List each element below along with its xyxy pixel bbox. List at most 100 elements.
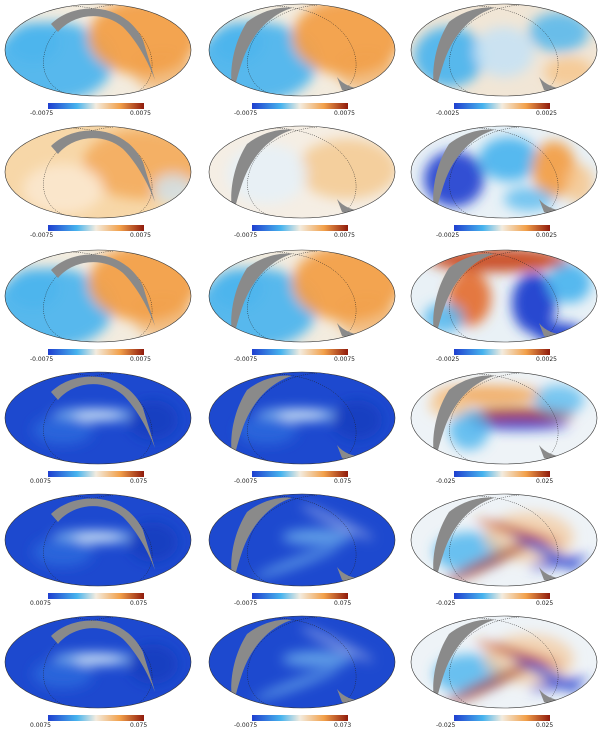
colorbar-max-label: 0.073 — [334, 722, 352, 729]
colorbar-max-label: 0.0075 — [130, 356, 151, 363]
map-panel: 0.0075 0.075 — [0, 490, 200, 610]
map-feature — [529, 677, 589, 691]
scan-curve — [261, 373, 357, 464]
scan-curve — [261, 495, 357, 586]
map-feature — [73, 534, 123, 540]
mollweide-map — [410, 615, 598, 709]
scan-curve — [247, 616, 318, 708]
scan-curve — [449, 494, 520, 586]
map-feature — [529, 555, 589, 569]
colorbar-min-label: -0.0075 — [234, 356, 258, 363]
colorbar — [48, 593, 144, 599]
scan-curve — [261, 251, 357, 342]
map-feature — [282, 529, 352, 545]
map-panel: -0.0075 0.0075 — [0, 246, 200, 366]
galactic-mask — [51, 254, 155, 326]
map-panel: -0.0075 0.075 — [204, 368, 404, 488]
colorbar-max-label: 0.025 — [536, 722, 554, 729]
colorbar-min-label: 0.0075 — [30, 600, 51, 607]
scan-curve — [57, 617, 153, 708]
mollweide-map — [208, 371, 396, 465]
colorbar — [48, 225, 144, 231]
colorbar — [48, 103, 144, 109]
scan-curve — [247, 250, 318, 342]
scan-curve — [463, 5, 559, 96]
colorbar-max-label: 0.0075 — [130, 110, 151, 117]
map-feature — [282, 651, 352, 667]
map-feature — [73, 656, 123, 662]
map-outline — [410, 3, 598, 97]
map-panel: -0.0075 0.0075 — [0, 0, 200, 120]
map-feature — [133, 298, 191, 338]
colorbar-min-label: -0.025 — [436, 600, 456, 607]
colorbar-gradient — [454, 471, 550, 477]
scan-curve — [449, 126, 520, 218]
mollweide-map — [208, 3, 396, 97]
scan-curve — [247, 372, 318, 464]
map-outline — [410, 615, 598, 709]
scan-curve — [449, 616, 520, 708]
galactic-mask — [51, 498, 155, 570]
map-feature — [529, 12, 589, 52]
map-outline — [208, 493, 396, 587]
scan-curve — [463, 251, 559, 342]
map-feature — [133, 52, 191, 92]
colorbar-gradient — [454, 225, 550, 231]
colorbar-max-label: 0.0075 — [334, 356, 355, 363]
map-feature — [443, 540, 535, 584]
mollweide-map — [410, 125, 598, 219]
mollweide-map — [208, 249, 396, 343]
scan-curve — [463, 495, 559, 586]
scan-curve — [57, 495, 153, 586]
colorbar — [454, 349, 550, 355]
map-feature — [534, 385, 584, 415]
mollweide-map — [208, 493, 396, 587]
colorbar-gradient — [252, 349, 348, 355]
scan-curve — [449, 372, 520, 464]
colorbar — [454, 471, 550, 477]
map-outline — [4, 371, 192, 465]
scan-curve — [261, 5, 357, 96]
colorbar-gradient — [252, 103, 348, 109]
colorbar-min-label: -0.025 — [436, 722, 456, 729]
colorbar-max-label: 0.0075 — [334, 110, 355, 117]
colorbar-gradient — [48, 715, 144, 721]
map-panel: -0.025 0.025 — [406, 490, 600, 610]
scan-curve — [57, 5, 153, 96]
colorbar — [252, 593, 348, 599]
colorbar-max-label: 0.075 — [130, 600, 148, 607]
scan-curve — [261, 617, 357, 708]
colorbar — [252, 349, 348, 355]
scan-curve — [247, 4, 318, 96]
colorbar-gradient — [252, 225, 348, 231]
map-panel: -0.0075 0.075 — [204, 490, 404, 610]
mollweide-map — [4, 371, 192, 465]
map-feature — [300, 504, 374, 540]
map-outline — [208, 249, 396, 343]
mollweide-map — [4, 125, 192, 219]
mollweide-map — [4, 615, 192, 709]
colorbar — [252, 103, 348, 109]
map-panel: -0.0075 0.0075 — [204, 0, 404, 120]
colorbar-max-label: 0.075 — [130, 722, 148, 729]
map-feature — [300, 626, 374, 662]
map-panel: -0.0025 0.0025 — [406, 0, 600, 120]
map-feature — [33, 537, 93, 567]
colorbar-max-label: 0.0075 — [334, 232, 355, 239]
map-feature — [544, 57, 594, 87]
map-feature — [8, 268, 58, 308]
map-panel: -0.0075 0.0075 — [0, 122, 200, 242]
map-panel: -0.025 0.025 — [406, 368, 600, 488]
map-panel: -0.0025 0.0025 — [406, 122, 600, 242]
colorbar — [48, 471, 144, 477]
scan-curve — [57, 127, 153, 218]
scan-curve — [463, 127, 559, 218]
map-feature — [469, 420, 569, 430]
mollweide-map — [208, 125, 396, 219]
colorbar-gradient — [454, 103, 550, 109]
colorbar-gradient — [252, 471, 348, 477]
colorbar-min-label: -0.0075 — [30, 110, 54, 117]
colorbar-gradient — [48, 593, 144, 599]
colorbar-max-label: 0.0025 — [536, 110, 557, 117]
colorbar — [48, 349, 144, 355]
